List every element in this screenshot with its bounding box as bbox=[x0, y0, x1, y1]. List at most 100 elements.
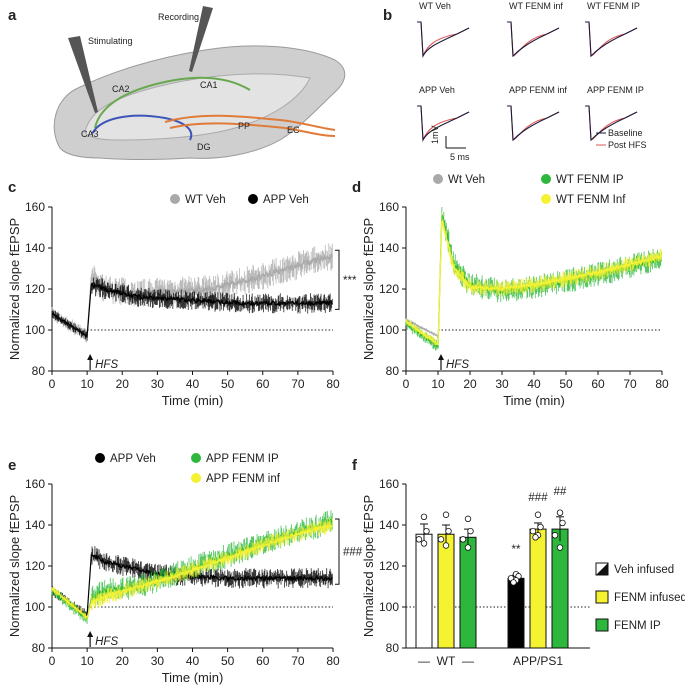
xtick-label-d-5: 50 bbox=[559, 377, 573, 391]
ytick-label-f-0: 80 bbox=[386, 641, 400, 655]
bar-point-0-0-0 bbox=[420, 513, 428, 520]
ca3-path bbox=[91, 114, 193, 141]
bar-point-0-0-2 bbox=[415, 536, 423, 543]
sig-bracket-e bbox=[335, 518, 340, 585]
bar-point-0-0-1 bbox=[423, 527, 430, 535]
trace-title-1: WT FENM inf bbox=[509, 1, 563, 11]
bar-0-1 bbox=[437, 533, 455, 649]
ytick-label-f-1: 100 bbox=[379, 600, 399, 614]
xlabel-c: Time (min) bbox=[162, 393, 224, 408]
legend-post: Post HFS bbox=[608, 140, 647, 150]
bar-point-1-1-2 bbox=[529, 527, 537, 535]
xtick-label-e-2: 20 bbox=[116, 654, 130, 668]
xtick-label-d-8: 80 bbox=[655, 377, 669, 391]
panel-label-f: f bbox=[352, 457, 358, 474]
bar-1-0 bbox=[507, 577, 525, 649]
ytick-label-d-3: 140 bbox=[379, 241, 399, 255]
legend-label-d-1: WT FENM IP bbox=[556, 174, 624, 186]
series-d-2 bbox=[405, 212, 662, 346]
panel-label-e: e bbox=[8, 457, 16, 474]
trace-title-0: WT Veh bbox=[419, 1, 451, 11]
xtick-label-e-5: 50 bbox=[221, 654, 235, 668]
legend-dot-d-0 bbox=[433, 174, 443, 184]
ytick-label-e-4: 160 bbox=[25, 477, 45, 491]
ytick-label-d-4: 160 bbox=[379, 200, 399, 214]
legend-label-f-0: Veh infused bbox=[614, 564, 674, 576]
xtick-label-c-4: 40 bbox=[186, 377, 200, 391]
bar-sig-1-2: ## bbox=[554, 486, 567, 498]
series-line-e-2 bbox=[51, 522, 333, 619]
ytick-label-e-0: 80 bbox=[32, 641, 46, 655]
bar-point-0-2-2 bbox=[459, 536, 467, 543]
trace-baseline-0 bbox=[417, 21, 470, 59]
legend-dot-c-0 bbox=[170, 194, 180, 204]
bar-0-0 bbox=[415, 533, 433, 649]
panel-b: b WT Veh WT FENM inf WT FENM IP APP Veh APP … bbox=[383, 1, 647, 162]
trace-title-3: APP Veh bbox=[419, 85, 455, 95]
pp-path bbox=[164, 114, 336, 131]
panel-label-a: a bbox=[8, 7, 17, 24]
bar-point-0-1-3 bbox=[442, 542, 450, 549]
hfs-label-e: HFS bbox=[95, 636, 118, 648]
ytick-label-c-0: 80 bbox=[32, 364, 46, 378]
legend-dot-d-1 bbox=[541, 174, 551, 184]
bar-sig-1-1: ### bbox=[528, 492, 548, 504]
xtick-label-c-2: 20 bbox=[116, 377, 130, 391]
trace-legend: Baseline Post HFS bbox=[596, 128, 647, 150]
trace-post-0 bbox=[417, 21, 470, 57]
legend-label-d-2: WT FENM Inf bbox=[556, 194, 626, 206]
ytick-label-c-1: 100 bbox=[25, 323, 45, 337]
panel-d: d 80 100 120 140 160 0 10 20 30 40 50 60 70 80 Normali… bbox=[352, 174, 669, 408]
ytick-label-e-1: 100 bbox=[25, 600, 45, 614]
trace-grid: WT Veh WT FENM inf WT FENM IP APP Veh APP FE… bbox=[417, 1, 644, 143]
ytick-label-d-2: 120 bbox=[379, 282, 399, 296]
group-dash-right-0: — bbox=[462, 654, 474, 668]
ylabel-d: Normalized slope fEPSP bbox=[361, 218, 376, 360]
bar-point-1-1-4 bbox=[532, 534, 539, 541]
xtick-label-e-0: 0 bbox=[49, 654, 56, 668]
legend-label-e-0: APP Veh bbox=[110, 453, 156, 465]
trace-title-4: APP FENM inf bbox=[509, 85, 567, 95]
trace-post-3 bbox=[417, 105, 470, 141]
bar-sig-1-0: ** bbox=[512, 544, 521, 556]
trace-baseline-4 bbox=[507, 105, 560, 142]
trace-post-2 bbox=[585, 21, 638, 57]
bar-point-1-2-2 bbox=[551, 532, 559, 539]
legend-label-e-2: APP FENM inf bbox=[206, 473, 281, 485]
ytick-label-c-3: 140 bbox=[25, 241, 45, 255]
hfs-label-c: HFS bbox=[95, 359, 118, 371]
xtick-label-d-7: 70 bbox=[623, 377, 637, 391]
ytick-label-f-2: 120 bbox=[379, 559, 399, 573]
hfs-arrowhead-e bbox=[87, 631, 94, 637]
xtick-label-e-3: 30 bbox=[151, 654, 165, 668]
xtick-label-d-4: 40 bbox=[527, 377, 541, 391]
xtick-label-e-7: 70 bbox=[291, 654, 305, 668]
panel-label-d: d bbox=[352, 179, 361, 196]
panel-a: a Stimulating Recording CA1 CA2 CA3 DG P… bbox=[8, 6, 346, 160]
legend-label-c-0: WT Veh bbox=[185, 194, 226, 206]
hfs-arrowhead-c bbox=[87, 354, 94, 360]
label-ca1: CA1 bbox=[200, 80, 218, 90]
bar-1-1 bbox=[529, 528, 547, 649]
bar-point-0-1-0 bbox=[442, 511, 450, 518]
legend-label-e-1: APP FENM IP bbox=[206, 453, 279, 465]
label-dg: DG bbox=[197, 142, 211, 152]
xtick-label-e-4: 40 bbox=[186, 654, 200, 668]
trace-title-2: WT FENM IP bbox=[587, 1, 640, 11]
xtick-label-c-1: 10 bbox=[80, 377, 94, 391]
bar-point-1-1-1 bbox=[537, 523, 544, 531]
ylabel-c: Normalized slope fEPSP bbox=[7, 218, 22, 360]
group-dash-left-0: — bbox=[418, 654, 430, 668]
xtick-label-d-0: 0 bbox=[403, 377, 410, 391]
sig-bracket-c bbox=[335, 249, 340, 310]
hfs-arrowhead-d bbox=[438, 354, 444, 360]
xtick-label-e-6: 60 bbox=[256, 654, 270, 668]
trace-baseline-3 bbox=[417, 105, 470, 143]
scale-v-label: 1mV bbox=[430, 125, 440, 144]
series-e-0 bbox=[51, 546, 333, 619]
legend-dot-e-0 bbox=[95, 453, 105, 463]
legend-baseline: Baseline bbox=[608, 128, 643, 138]
legend-label-f-1: FENM infused bbox=[614, 592, 685, 604]
panel-label-b: b bbox=[383, 7, 392, 24]
ytick-label-c-4: 160 bbox=[25, 200, 45, 214]
